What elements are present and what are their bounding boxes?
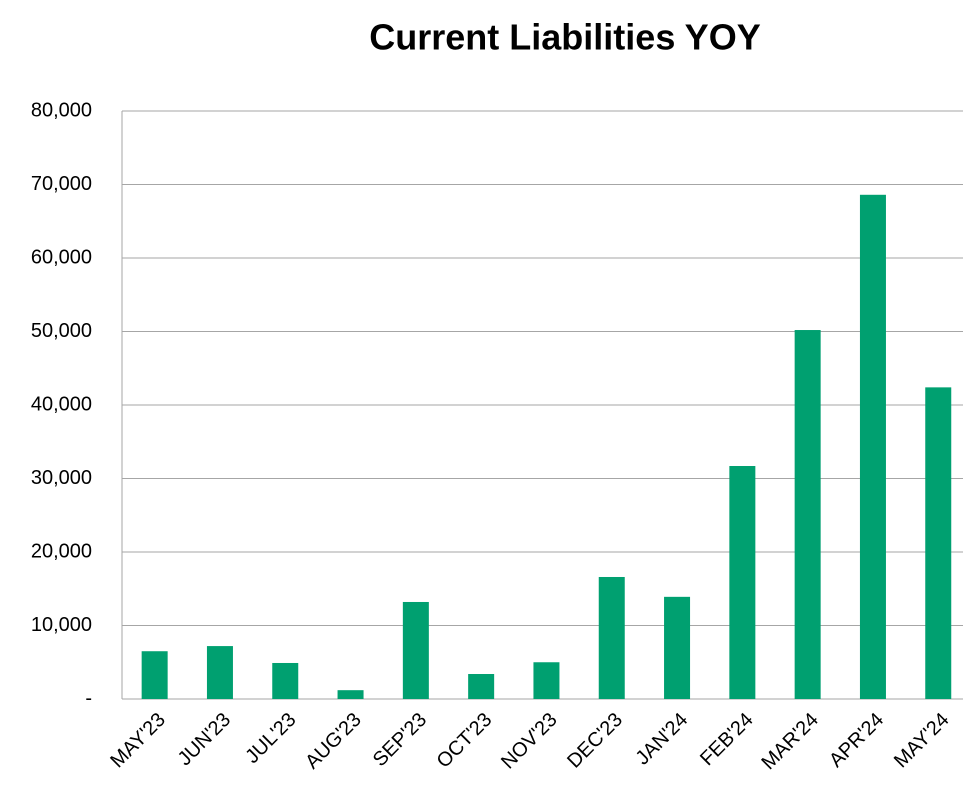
x-tick-label: MAY'24: [890, 709, 954, 773]
chart-title: Current Liabilities YOY: [369, 17, 760, 58]
x-tick-label: SEP'23: [369, 709, 431, 771]
bar: [206, 646, 233, 699]
bar: [729, 466, 756, 699]
y-tick-label: 60,000: [31, 246, 92, 268]
bar: [859, 194, 886, 700]
x-tick-label: OCT'23: [433, 709, 497, 773]
bar: [533, 662, 560, 699]
x-tick-label: MAY'23: [106, 709, 170, 773]
y-tick-label: 50,000: [31, 320, 92, 342]
x-tick-label: JUN'23: [174, 709, 235, 770]
y-tick-label: 20,000: [31, 540, 92, 562]
bar: [664, 596, 691, 699]
y-tick-label: 70,000: [31, 173, 92, 195]
bar: [272, 662, 299, 699]
y-tick-label: 40,000: [31, 393, 92, 415]
y-tick-label: 30,000: [31, 467, 92, 489]
x-tick-label: JAN'24: [632, 709, 693, 770]
x-tick-label: MAR'24: [758, 709, 823, 774]
y-tick-label: -: [85, 687, 92, 709]
bar: [925, 387, 952, 699]
x-tick-label: APR'24: [825, 709, 888, 772]
x-tick-label: NOV'23: [497, 709, 562, 774]
bar: [468, 674, 495, 699]
x-tick-label: JUL'23: [241, 709, 300, 768]
x-tick-label: DEC'23: [563, 709, 627, 773]
bar: [598, 576, 625, 699]
y-tick-label: 80,000: [31, 99, 92, 121]
x-tick-label: AUG'23: [301, 709, 366, 774]
bar: [402, 601, 429, 699]
x-tick-label: FEB'24: [696, 709, 757, 770]
y-tick-label: 10,000: [31, 614, 92, 636]
bar: [337, 690, 364, 699]
bar: [141, 651, 168, 699]
bar: [794, 330, 821, 699]
